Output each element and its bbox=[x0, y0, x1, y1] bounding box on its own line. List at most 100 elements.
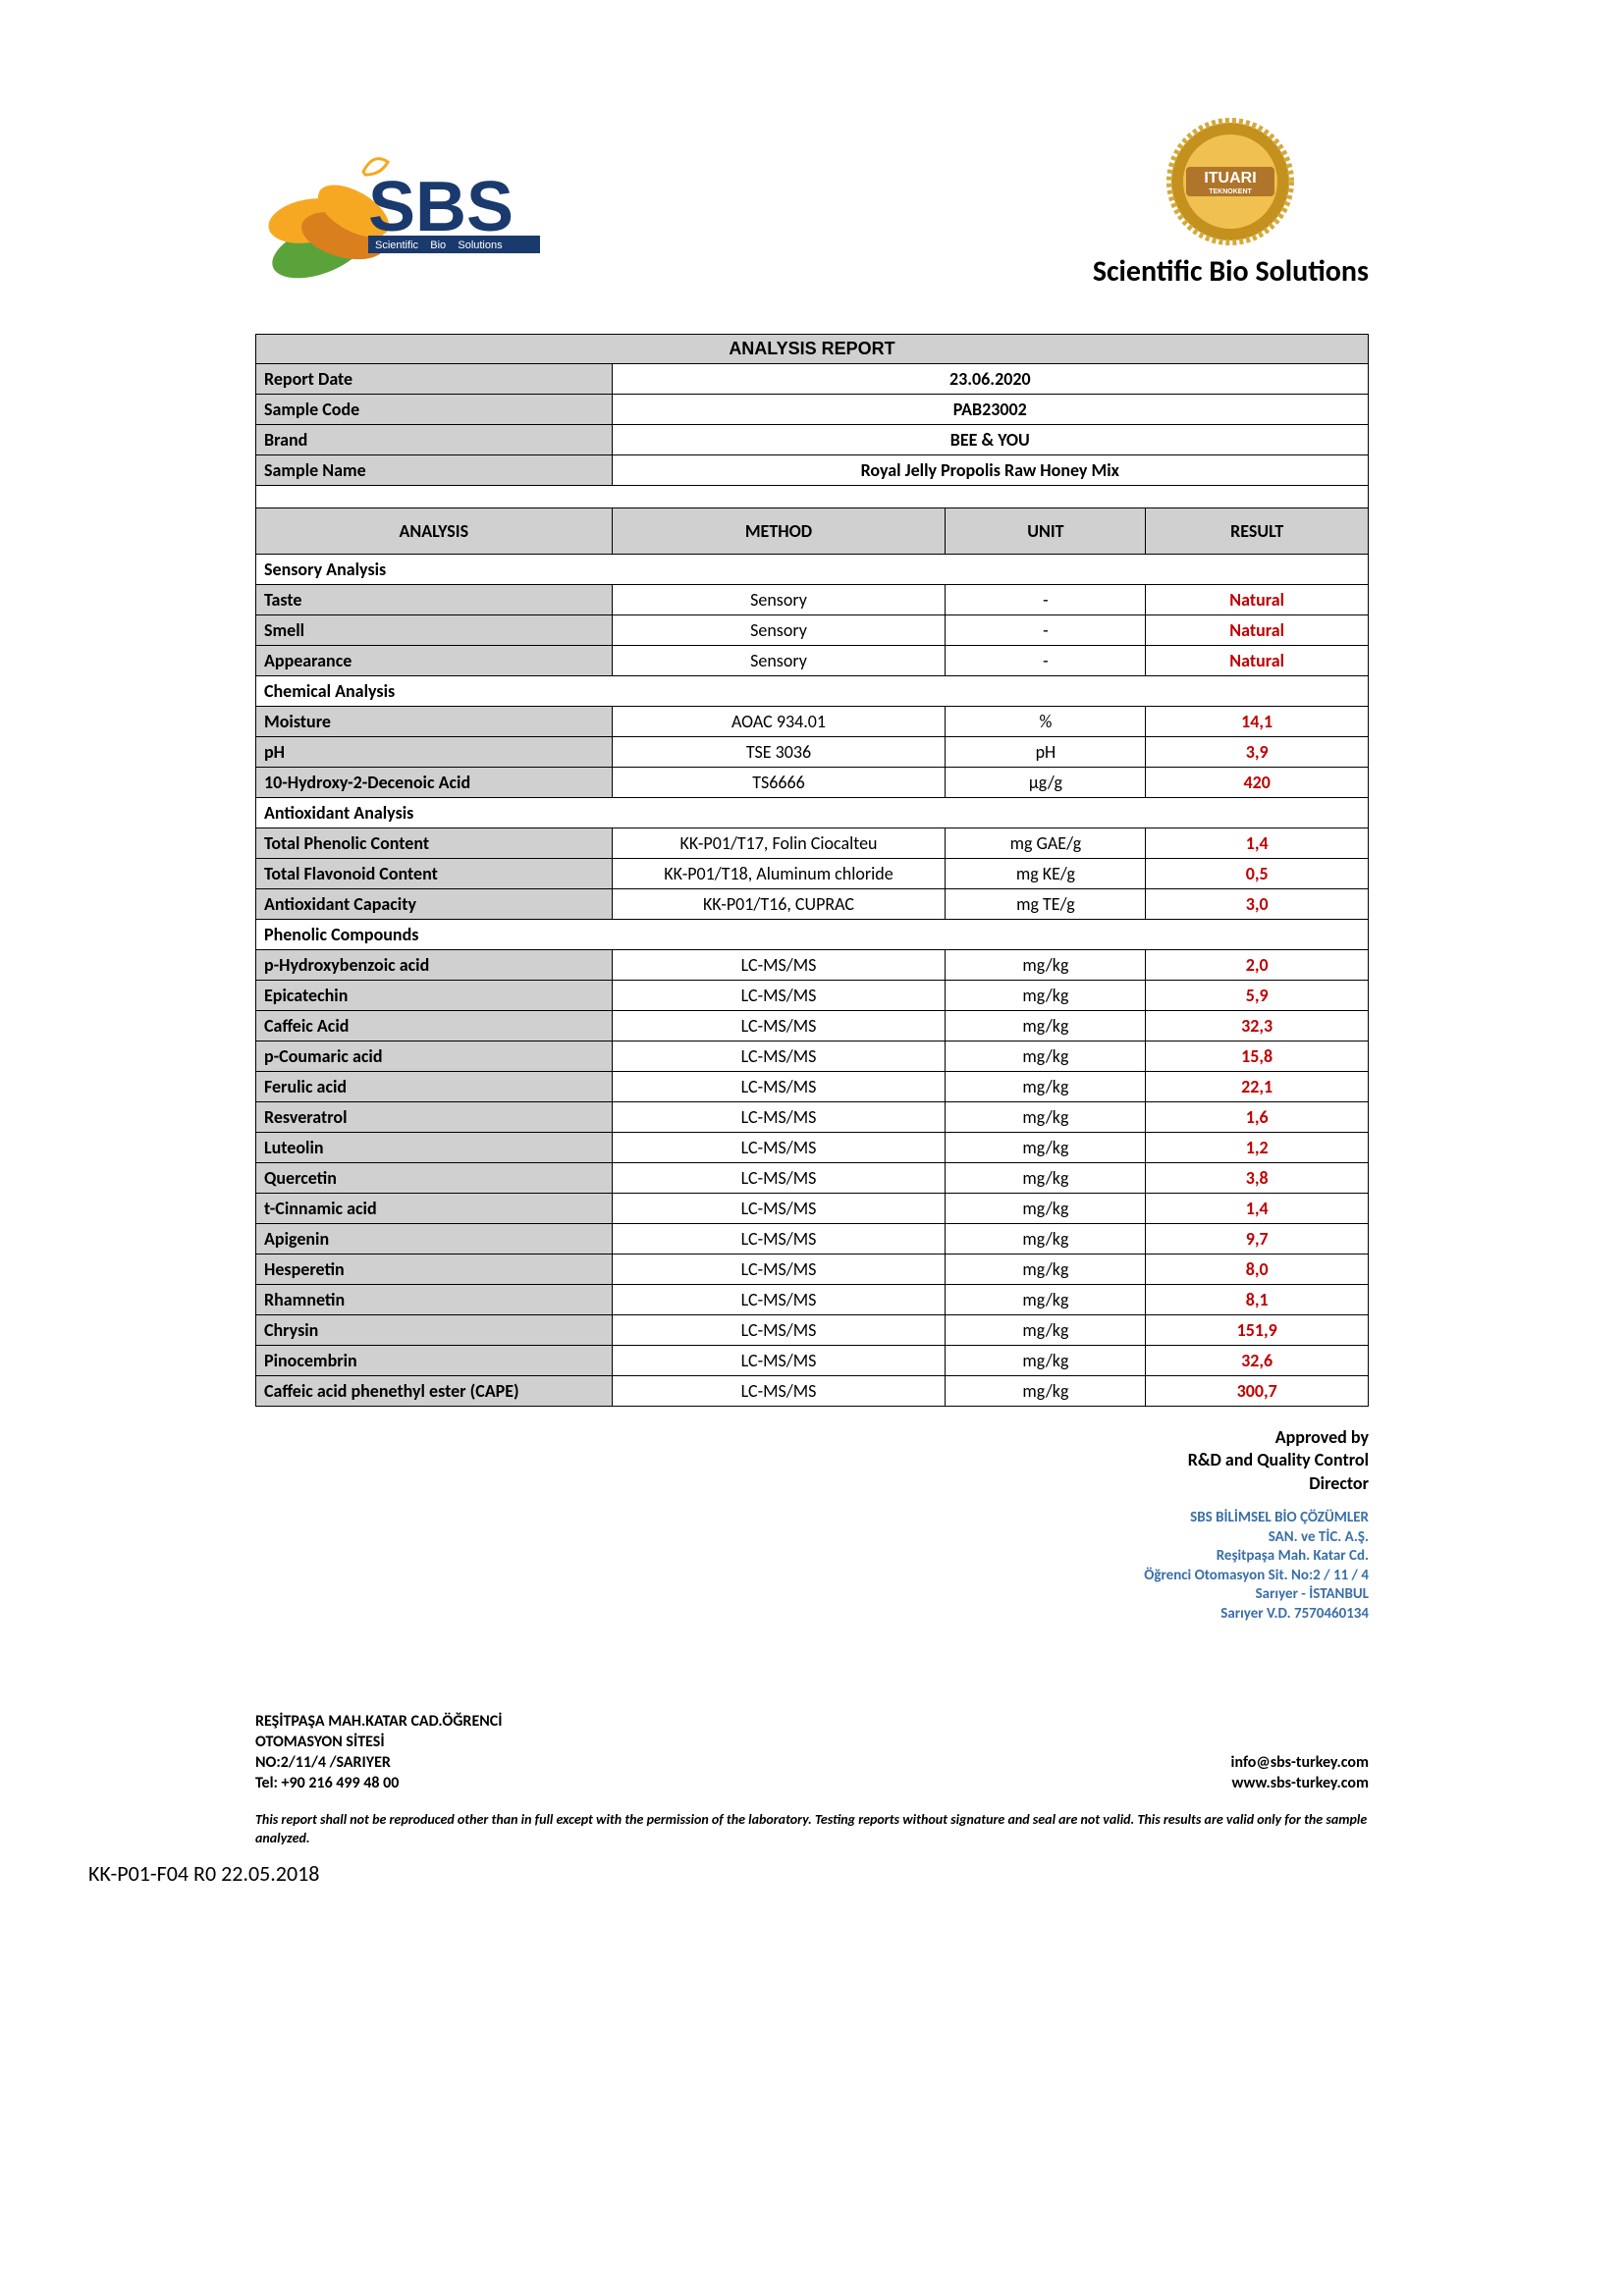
data-row: HesperetinLC-MS/MSmg/kg8,0 bbox=[256, 1255, 1369, 1285]
unit-cell: mg TE/g bbox=[946, 889, 1146, 920]
result-cell: 8,0 bbox=[1146, 1255, 1369, 1285]
param-cell: pH bbox=[256, 737, 613, 768]
approval-line1: Approved by bbox=[255, 1426, 1369, 1449]
footer-tel: Tel: +90 216 499 48 00 bbox=[255, 1774, 503, 1794]
param-cell: p-Hydroxybenzoic acid bbox=[256, 950, 613, 981]
data-row: PinocembrinLC-MS/MSmg/kg32,6 bbox=[256, 1346, 1369, 1376]
method-cell: LC-MS/MS bbox=[612, 1102, 946, 1133]
section-heading-row: Antioxidant Analysis bbox=[256, 798, 1369, 828]
result-cell: 8,1 bbox=[1146, 1285, 1369, 1315]
result-cell: 3,8 bbox=[1146, 1163, 1369, 1194]
param-cell: p-Coumaric acid bbox=[256, 1041, 613, 1072]
method-cell: LC-MS/MS bbox=[612, 1041, 946, 1072]
meta-value: Royal Jelly Propolis Raw Honey Mix bbox=[612, 455, 1368, 486]
header: SBS Scientific Bio Solutions bbox=[255, 118, 1369, 294]
col-result: RESULT bbox=[1146, 508, 1369, 555]
unit-cell: mg/kg bbox=[946, 1133, 1146, 1163]
data-row: p-Coumaric acidLC-MS/MSmg/kg15,8 bbox=[256, 1041, 1369, 1072]
stamp-line1: SBS BİLİMSEL BİO ÇÖZÜMLER bbox=[255, 1509, 1369, 1528]
meta-row: BrandBEE & YOU bbox=[256, 425, 1369, 455]
meta-label: Sample Code bbox=[256, 395, 613, 425]
param-cell: Quercetin bbox=[256, 1163, 613, 1194]
result-cell: 420 bbox=[1146, 768, 1369, 798]
method-cell: LC-MS/MS bbox=[612, 1285, 946, 1315]
data-row: 10-Hydroxy-2-Decenoic AcidTS6666µg/g420 bbox=[256, 768, 1369, 798]
result-cell: Natural bbox=[1146, 615, 1369, 646]
footer-email: info@sbs-turkey.com bbox=[1231, 1753, 1369, 1774]
method-cell: LC-MS/MS bbox=[612, 1194, 946, 1224]
param-cell: Luteolin bbox=[256, 1133, 613, 1163]
param-cell: Hesperetin bbox=[256, 1255, 613, 1285]
unit-cell: mg/kg bbox=[946, 1255, 1146, 1285]
data-row: TasteSensory-Natural bbox=[256, 585, 1369, 615]
result-cell: 3,0 bbox=[1146, 889, 1369, 920]
logo-subtext: Scientific Bio Solutions bbox=[375, 240, 503, 251]
param-cell: Moisture bbox=[256, 707, 613, 737]
approval-line2: R&D and Quality Control bbox=[255, 1449, 1369, 1471]
data-row: LuteolinLC-MS/MSmg/kg1,2 bbox=[256, 1133, 1369, 1163]
unit-cell: mg/kg bbox=[946, 1041, 1146, 1072]
col-analysis: ANALYSIS bbox=[256, 508, 613, 555]
section-heading-row: Sensory Analysis bbox=[256, 555, 1369, 585]
result-cell: 32,3 bbox=[1146, 1011, 1369, 1041]
method-cell: AOAC 934.01 bbox=[612, 707, 946, 737]
col-method: METHOD bbox=[612, 508, 946, 555]
unit-cell: mg/kg bbox=[946, 1102, 1146, 1133]
stamp-line6: Sarıyer V.D. 7570460134 bbox=[255, 1605, 1369, 1625]
data-row: RhamnetinLC-MS/MSmg/kg8,1 bbox=[256, 1285, 1369, 1315]
method-cell: LC-MS/MS bbox=[612, 1346, 946, 1376]
param-cell: Epicatechin bbox=[256, 981, 613, 1011]
meta-label: Brand bbox=[256, 425, 613, 455]
company-title: Scientific Bio Solutions bbox=[1093, 253, 1369, 290]
col-unit: UNIT bbox=[946, 508, 1146, 555]
param-cell: Total Flavonoid Content bbox=[256, 859, 613, 889]
result-cell: 1,4 bbox=[1146, 828, 1369, 859]
method-cell: LC-MS/MS bbox=[612, 1315, 946, 1346]
data-row: MoistureAOAC 934.01%14,1 bbox=[256, 707, 1369, 737]
unit-cell: mg/kg bbox=[946, 950, 1146, 981]
method-cell: TSE 3036 bbox=[612, 737, 946, 768]
approval-block: Approved by R&D and Quality Control Dire… bbox=[255, 1426, 1369, 1495]
data-row: AppearanceSensory-Natural bbox=[256, 646, 1369, 676]
meta-value: PAB23002 bbox=[612, 395, 1368, 425]
result-cell: 300,7 bbox=[1146, 1376, 1369, 1407]
unit-cell: mg GAE/g bbox=[946, 828, 1146, 859]
result-cell: 15,8 bbox=[1146, 1041, 1369, 1072]
unit-cell: - bbox=[946, 615, 1146, 646]
method-cell: LC-MS/MS bbox=[612, 981, 946, 1011]
footer-web: www.sbs-turkey.com bbox=[1231, 1774, 1369, 1794]
param-cell: Caffeic Acid bbox=[256, 1011, 613, 1041]
company-logo: SBS Scientific Bio Solutions bbox=[255, 118, 550, 294]
result-cell: 1,4 bbox=[1146, 1194, 1369, 1224]
unit-cell: µg/g bbox=[946, 768, 1146, 798]
document-code: KK-P01-F04 R0 22.05.2018 bbox=[88, 1860, 319, 1887]
param-cell: Pinocembrin bbox=[256, 1346, 613, 1376]
unit-cell: mg/kg bbox=[946, 1194, 1146, 1224]
data-row: Caffeic AcidLC-MS/MSmg/kg32,3 bbox=[256, 1011, 1369, 1041]
method-cell: TS6666 bbox=[612, 768, 946, 798]
method-cell: LC-MS/MS bbox=[612, 950, 946, 981]
stamp-block: SBS BİLİMSEL BİO ÇÖZÜMLER SAN. ve TİC. A… bbox=[255, 1509, 1369, 1624]
data-row: ApigeninLC-MS/MSmg/kg9,7 bbox=[256, 1224, 1369, 1255]
result-cell: 22,1 bbox=[1146, 1072, 1369, 1102]
unit-cell: - bbox=[946, 585, 1146, 615]
meta-row: Report Date23.06.2020 bbox=[256, 364, 1369, 395]
method-cell: LC-MS/MS bbox=[612, 1163, 946, 1194]
unit-cell: mg/kg bbox=[946, 1315, 1146, 1346]
result-cell: Natural bbox=[1146, 585, 1369, 615]
stamp-line5: Sarıyer - İSTANBUL bbox=[255, 1585, 1369, 1605]
data-row: Caffeic acid phenethyl ester (CAPE)LC-MS… bbox=[256, 1376, 1369, 1407]
method-cell: LC-MS/MS bbox=[612, 1133, 946, 1163]
method-cell: LC-MS/MS bbox=[612, 1376, 946, 1407]
method-cell: KK-P01/T16, CUPRAC bbox=[612, 889, 946, 920]
param-cell: Appearance bbox=[256, 646, 613, 676]
result-cell: 0,5 bbox=[1146, 859, 1369, 889]
meta-value: 23.06.2020 bbox=[612, 364, 1368, 395]
param-cell: 10-Hydroxy-2-Decenoic Acid bbox=[256, 768, 613, 798]
param-cell: Smell bbox=[256, 615, 613, 646]
param-cell: Total Phenolic Content bbox=[256, 828, 613, 859]
column-header-row: ANALYSISMETHODUNITRESULT bbox=[256, 508, 1369, 555]
footer: REŞİTPAŞA MAH.KATAR CAD.ÖĞRENCİ OTOMASYO… bbox=[255, 1712, 1369, 1793]
param-cell: Chrysin bbox=[256, 1315, 613, 1346]
unit-cell: mg/kg bbox=[946, 1224, 1146, 1255]
